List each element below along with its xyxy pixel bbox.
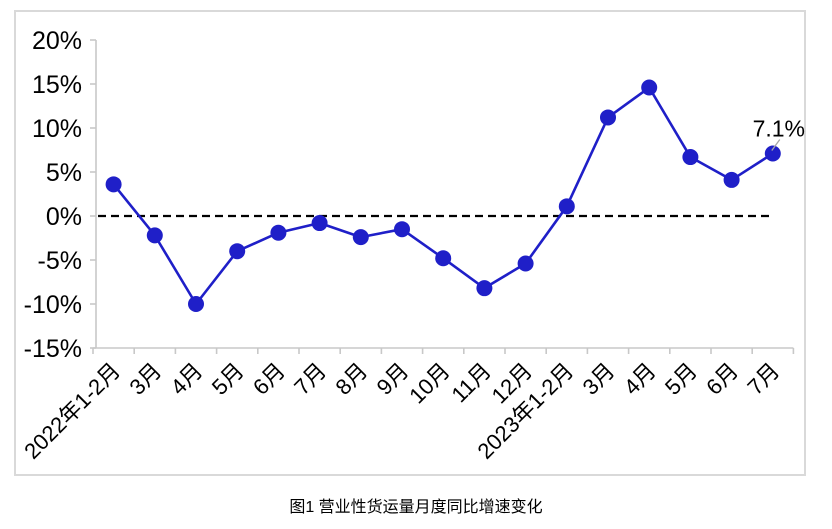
data-point-marker [600,109,616,126]
x-axis-tick-label: 10月 [404,358,455,409]
data-point-marker [146,227,163,244]
data-point-marker [764,145,781,162]
y-axis-tick-label: 20% [32,27,82,55]
data-point-marker [435,250,452,267]
x-axis-tick-label: 4月 [166,358,208,400]
data-point-marker [641,79,658,96]
y-axis-tick-label: 0% [46,203,82,231]
data-point-marker [229,243,246,260]
y-axis-tick-label: 10% [32,115,82,143]
data-point-marker [352,229,369,246]
data-point-label: 7.1% [753,116,805,142]
y-axis-tick-label: 15% [32,71,82,99]
data-point-marker [517,255,534,272]
x-axis-tick-label: 4月 [619,358,661,400]
x-axis-tick-label: 3月 [578,358,620,400]
x-axis-tick-label: 6月 [701,358,743,400]
y-axis-tick-label: -5% [38,247,82,275]
x-axis-tick-label: 2022年1-2月 [19,358,125,464]
data-point-marker [476,280,493,297]
data-point-marker [558,198,575,215]
x-axis-tick-label: 7月 [289,358,331,400]
x-axis-tick-label: 8月 [330,358,372,400]
x-axis-tick-label: 3月 [124,358,166,400]
x-axis-tick-label: 6月 [248,358,290,400]
data-point-marker [394,221,410,238]
data-label-leader-line [771,139,781,151]
chart-frame [14,10,806,476]
chart-caption: 图1 营业性货运量月度同比增速变化 [289,499,543,516]
x-axis-tick-label: 5月 [207,358,249,400]
data-line [112,86,775,306]
data-point-marker [188,296,204,312]
data-point-marker [105,176,122,193]
y-axis-tick-label: 5% [46,159,82,187]
y-axis-tick-label: -10% [24,291,82,319]
x-axis-tick-label: 5月 [660,358,702,400]
data-point-marker [270,224,287,241]
data-point-marker [311,215,328,232]
x-axis-tick-label: 7月 [742,358,784,400]
x-axis-tick-label: 11月 [447,358,496,407]
data-point-marker [723,171,740,188]
y-axis-tick-label: -15% [24,335,82,363]
data-point-marker [682,149,699,166]
